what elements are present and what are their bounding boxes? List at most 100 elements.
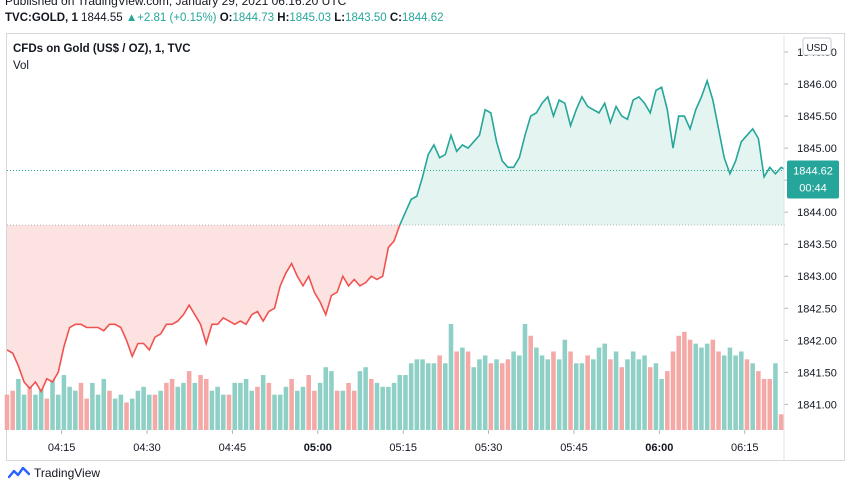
volume-bar <box>260 375 266 430</box>
y-tick-label: 1845.00 <box>797 143 837 155</box>
volume-bar <box>596 347 602 430</box>
volume-bar <box>84 398 89 430</box>
area-below-baseline <box>7 224 400 392</box>
volume-bar <box>215 386 220 430</box>
volume-bar <box>21 394 27 430</box>
volume-bar <box>50 378 55 430</box>
volume-bar <box>124 402 129 430</box>
volume-bar <box>477 359 482 430</box>
volume-bar <box>255 386 260 430</box>
volume-bar <box>471 367 477 430</box>
x-tick-label: 06:00 <box>645 442 673 454</box>
volume-bar <box>403 375 408 430</box>
volume-bar <box>659 378 664 430</box>
volume-bar <box>135 390 141 430</box>
volume-bar <box>482 355 488 430</box>
volume-bar <box>630 351 636 430</box>
volume-bar <box>346 382 351 430</box>
volume-bar <box>739 351 744 430</box>
volume-bar <box>408 363 414 430</box>
currency-badge[interactable] <box>802 37 832 56</box>
volume-bar <box>209 390 215 430</box>
volume-bar <box>716 351 721 430</box>
volume-bars <box>4 324 784 430</box>
tradingview-brand[interactable]: TradingView <box>8 466 100 480</box>
close-value: 1844.62 <box>401 12 444 24</box>
change-value: +2.81 (+0.15%) <box>137 12 217 24</box>
volume-bar <box>414 359 420 430</box>
volume-bar <box>380 386 385 430</box>
x-tick-label: 05:15 <box>389 442 417 454</box>
x-tick-label: 04:30 <box>133 442 161 454</box>
volume-bar <box>152 394 158 430</box>
volume-bar <box>511 351 516 430</box>
volume-bar <box>67 386 72 430</box>
symbol-label: TVC:GOLD, 1 <box>5 12 78 24</box>
volume-bar <box>226 394 232 430</box>
volume-bar <box>90 382 95 430</box>
volume-bar <box>312 390 317 430</box>
volume-bar <box>551 351 556 430</box>
volume-bar <box>340 390 346 430</box>
y-tick-label: 1845.50 <box>797 111 837 123</box>
y-tick-label: 1842.50 <box>797 303 837 315</box>
volume-bar <box>306 375 311 430</box>
published-text: Published on TradingView.com, January 29… <box>5 0 347 8</box>
volume-bar <box>397 375 403 430</box>
volume-bar <box>16 378 21 430</box>
volume-bar <box>602 343 607 430</box>
volume-bar <box>721 355 727 430</box>
brand-label: TradingView <box>34 466 101 480</box>
price-line <box>7 78 784 394</box>
volume-bar <box>169 378 175 430</box>
volume-bar <box>778 414 784 430</box>
x-tick-label: 05:45 <box>560 442 588 454</box>
volume-bar <box>443 363 448 430</box>
volume-bar <box>647 367 653 430</box>
volume-bar <box>625 359 630 430</box>
volume-bar <box>198 375 203 430</box>
volume-bar <box>465 351 471 430</box>
volume-bar <box>704 343 710 430</box>
volume-bar <box>323 367 329 430</box>
volume-bar <box>363 367 368 430</box>
volume-bar <box>562 339 568 430</box>
volume-bar <box>636 359 642 430</box>
volume-bar <box>386 386 391 430</box>
volume-bar <box>687 339 693 430</box>
volume-bar <box>317 382 323 430</box>
volume-bar <box>448 324 454 430</box>
volume-bar <box>78 382 84 430</box>
x-tick-label: 05:30 <box>475 442 503 454</box>
volume-bar <box>556 359 562 430</box>
volume-bar <box>522 324 528 430</box>
volume-bar <box>682 331 687 430</box>
volume-bar <box>573 363 579 430</box>
volume-bar <box>164 382 169 430</box>
open-value: 1844.73 <box>232 12 275 24</box>
x-tick-label: 04:45 <box>219 442 247 454</box>
volume-bar <box>653 363 659 430</box>
volume-bar <box>4 394 10 430</box>
volume-bar <box>431 363 437 430</box>
volume-bar <box>27 386 33 430</box>
volume-label: Vol <box>13 60 29 72</box>
ohlc-line: TVC:GOLD, 1 1844.55 ▲+2.81 (+0.15%) O:18… <box>5 12 444 24</box>
volume-bar <box>699 347 704 430</box>
volume-bar <box>505 359 511 430</box>
volume-bar <box>357 371 363 430</box>
volume-bar <box>488 363 494 430</box>
volume-bar <box>733 355 738 430</box>
volume-bar <box>175 386 181 430</box>
price-area <box>7 80 787 392</box>
volume-bar <box>494 359 499 430</box>
close-label: C: <box>389 12 402 24</box>
volume-bar <box>579 363 585 430</box>
volume-bar <box>391 382 397 430</box>
volume-bar <box>568 351 573 430</box>
y-tick-label: 1841.00 <box>797 399 837 411</box>
high-label: H: <box>277 12 290 24</box>
tradingview-logo-icon <box>8 466 30 479</box>
volume-bar <box>334 390 340 430</box>
